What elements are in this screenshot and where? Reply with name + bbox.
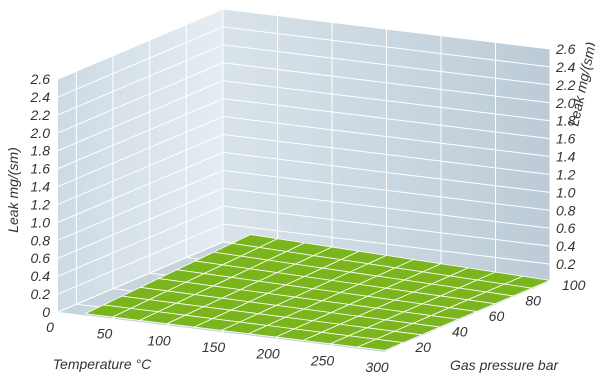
- z-tick-label-right: 1.6: [556, 131, 576, 147]
- z-tick-label-right: 0.8: [556, 202, 576, 218]
- z-tick-label-left: 1.6: [31, 161, 51, 177]
- z-tick-label-left: 1.0: [31, 214, 51, 230]
- z-tick-label-left: 0.8: [31, 232, 51, 248]
- temperature-axis-ticks: 0 50 100 150 200 250 300: [46, 319, 389, 375]
- z-tick-label-left: 0.4: [31, 268, 51, 284]
- z-tick-label-left: 2.6: [30, 71, 51, 87]
- temperature-tick-label: 250: [310, 352, 335, 368]
- pressure-axis-title: Gas pressure bar: [450, 357, 559, 373]
- z-tick-label-left: 0.2: [31, 286, 51, 302]
- temperature-tick-label: 50: [97, 326, 113, 342]
- z-tick-label-right: 1.0: [556, 184, 576, 200]
- z-tick-label-left: 0: [42, 304, 50, 320]
- z-tick-label-right: 1.8: [556, 113, 576, 129]
- pressure-tick-label: 40: [452, 324, 468, 340]
- temperature-tick-label: 0: [46, 319, 54, 335]
- pressure-axis-ticks: 20 40 60 80 100: [414, 277, 585, 355]
- z-tick-label-left: 2.4: [30, 89, 51, 105]
- floor-grid-line-x: [384, 281, 551, 353]
- z-tick-label-left: 1.2: [31, 196, 51, 212]
- floor-grid-line-x: [57, 241, 224, 313]
- z-axis-ticks-right: 0.2 0.4 0.6 0.8 1.0 1.21.4 1.6 1.8 2.0 2.2 2.4 2.6: [555, 41, 576, 272]
- z-axis-ticks-left: 0 0.2 0.4 0.6 0.8 1.0 1.21.4 1.6 1.8 2.0 2.2 2.4 2.6: [30, 71, 51, 320]
- temperature-tick-label: 100: [147, 332, 171, 348]
- pressure-tick-label: 100: [562, 277, 586, 293]
- z-tick-label-left: 1.4: [31, 179, 51, 195]
- z-tick-label-left: 0.6: [31, 250, 51, 266]
- z-tick-label-left: 1.8: [31, 143, 51, 159]
- z-tick-label-right: 1.2: [556, 166, 576, 182]
- z-tick-label-right: 2.4: [555, 59, 576, 75]
- back-wall-left: [58, 9, 223, 312]
- pressure-tick-label: 80: [525, 293, 541, 309]
- surface-cell: [356, 338, 405, 351]
- pressure-tick-label: 20: [414, 339, 431, 355]
- z-tick-label-right: 0.2: [556, 256, 576, 272]
- z-tick-label-right: 2.0: [555, 95, 576, 111]
- z-tick-label-right: 2.6: [555, 41, 576, 57]
- temperature-tick-label: 200: [255, 346, 280, 362]
- z-tick-label-right: 0.6: [556, 220, 576, 236]
- pressure-tick-label: 60: [489, 308, 505, 324]
- temperature-axis-title: Temperature °C: [53, 356, 152, 372]
- z-tick-label-left: 2.2: [30, 107, 51, 123]
- z-tick-label-right: 0.4: [556, 238, 576, 254]
- z-axis-title-left: Leak mg/(sm): [5, 147, 21, 233]
- leak-surface: [83, 234, 552, 351]
- temperature-tick-label: 300: [365, 359, 389, 375]
- temperature-tick-label: 150: [202, 339, 226, 355]
- z-tick-label-right: 1.4: [556, 149, 576, 165]
- z-tick-label-right: 2.2: [555, 77, 576, 93]
- z-tick-label-left: 2.0: [30, 125, 51, 141]
